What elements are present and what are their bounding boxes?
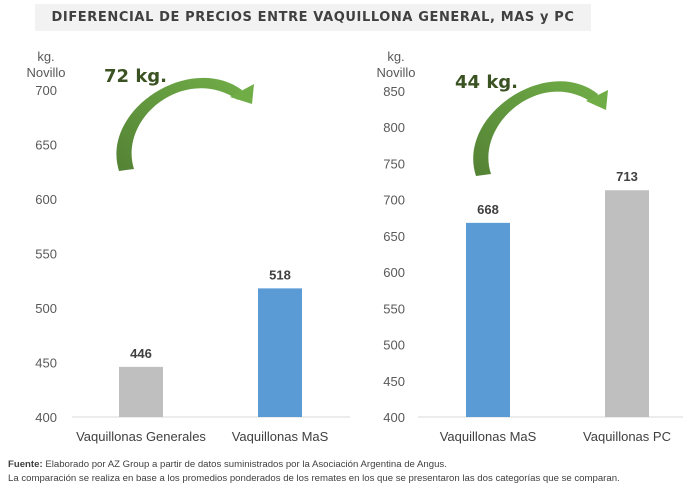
y-tick-label: 850 (383, 84, 405, 99)
y-tick-label: 650 (383, 229, 405, 244)
y-axis-unit-label: Novillo (376, 65, 415, 80)
y-tick-label: 500 (35, 301, 57, 316)
difference-annotation: 44 kg. (455, 72, 518, 93)
y-axis-unit-label: Novillo (26, 65, 65, 80)
y-tick-label: 750 (383, 156, 405, 171)
y-axis-unit-label: kg. (37, 49, 54, 64)
y-tick-label: 450 (35, 356, 57, 371)
data-label: 713 (616, 169, 638, 184)
bar-vaquillonas-mas (466, 222, 510, 417)
charts-canvas: kg.Novillo400450500550600650700446Vaquil… (26, 49, 683, 444)
footer-note: La comparación se realiza en base a los … (8, 473, 620, 484)
y-tick-label: 600 (383, 265, 405, 280)
curved-arrow-icon (116, 77, 242, 171)
category-label: Vaquillonas MaS (232, 429, 329, 444)
title-bar: DIFERENCIAL DE PRECIOS ENTRE VAQUILLONA … (35, 4, 591, 31)
y-tick-label: 700 (383, 193, 405, 208)
bar-vaquillonas-mas (258, 288, 302, 417)
category-label: Vaquillonas PC (583, 429, 671, 444)
category-label: Vaquillonas Generales (76, 429, 206, 444)
data-label: 518 (269, 267, 291, 282)
footer-source-label: Fuente: (8, 459, 43, 470)
y-tick-label: 700 (35, 83, 57, 98)
category-label: Vaquillonas MaS (440, 429, 537, 444)
bar-vaquillonas-generales (119, 366, 163, 417)
arrowhead-icon (586, 90, 608, 110)
bar-vaquillonas-pc (605, 190, 649, 417)
data-label: 446 (130, 346, 152, 361)
y-tick-label: 800 (383, 120, 405, 135)
difference-annotation: 72 kg. (104, 66, 167, 87)
chart-title: DIFERENCIAL DE PRECIOS ENTRE VAQUILLONA … (51, 10, 575, 25)
footer-source-text: Elaborado por AZ Group a partir de datos… (42, 459, 447, 470)
y-tick-label: 600 (35, 192, 57, 207)
y-tick-label: 550 (383, 301, 405, 316)
footer-source: Fuente: Elaborado por AZ Group a partir … (8, 458, 683, 472)
y-tick-label: 400 (383, 410, 405, 425)
y-tick-label: 400 (35, 410, 57, 425)
footer: Fuente: Elaborado por AZ Group a partir … (8, 458, 683, 486)
data-label: 668 (477, 202, 499, 217)
y-tick-label: 500 (383, 338, 405, 353)
curved-arrow-icon (473, 81, 598, 176)
y-tick-label: 650 (35, 138, 57, 153)
y-tick-label: 450 (383, 374, 405, 389)
arrowhead-icon (230, 84, 254, 104)
y-tick-label: 550 (35, 247, 57, 262)
y-axis-unit-label: kg. (387, 49, 404, 64)
